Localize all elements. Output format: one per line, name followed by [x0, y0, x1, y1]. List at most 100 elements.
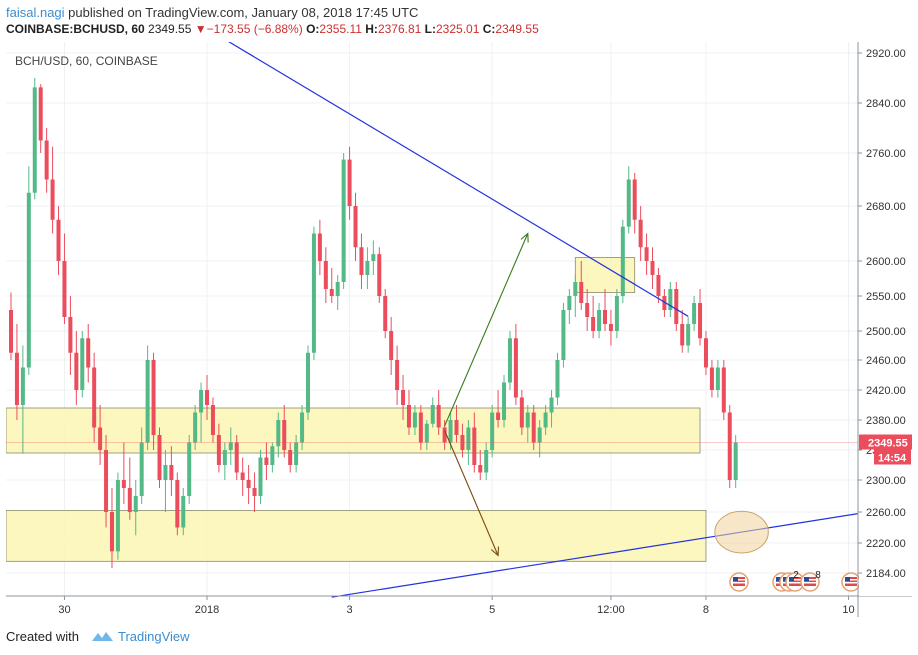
low-value: 2325.01	[436, 22, 480, 36]
time-tick-label: 5	[489, 604, 495, 616]
candle	[294, 435, 299, 473]
change-value: −173.55 (−6.88%)	[206, 22, 303, 36]
candle	[288, 442, 293, 473]
candle-body	[656, 275, 661, 296]
candle-body	[216, 435, 221, 465]
candle-body	[555, 360, 560, 398]
candle	[686, 317, 691, 353]
candle-body	[282, 420, 287, 450]
candle-body	[721, 367, 726, 413]
flag-stripes	[733, 577, 745, 586]
candle	[20, 345, 25, 454]
candle-body	[424, 423, 429, 443]
candle-body	[709, 367, 714, 390]
candle-body	[608, 324, 613, 331]
candle	[395, 345, 400, 405]
candle	[56, 206, 61, 275]
candle	[490, 405, 495, 458]
candle	[145, 345, 150, 450]
candle-body	[371, 254, 376, 261]
price-tick-label: 2600.00	[866, 256, 906, 268]
candle-body	[620, 226, 625, 296]
candle-body	[519, 397, 524, 428]
support-zone-2	[574, 257, 636, 293]
candle	[371, 240, 376, 275]
candle-body	[311, 233, 316, 353]
time-tick-label: 3	[347, 604, 353, 616]
candle	[151, 352, 156, 450]
candle	[169, 446, 174, 496]
candle-body	[62, 261, 67, 317]
candle-body	[157, 435, 162, 480]
price-tick-label: 2300.00	[866, 475, 906, 487]
candle-body	[632, 179, 637, 220]
candle-body	[74, 352, 79, 390]
candle	[496, 390, 501, 428]
us-flag-icon	[800, 572, 820, 592]
candle-body	[537, 427, 542, 443]
arrow-head	[520, 232, 529, 243]
candle-body	[80, 338, 85, 390]
candle-body	[472, 427, 477, 465]
projection-arrow-1	[444, 430, 500, 557]
price-chart[interactable]: 2 8 BCH/USD, 60, COINBASE 2920.00 2840.00 276…	[5, 0, 912, 617]
flag-stripe	[789, 582, 801, 584]
candle-body	[335, 282, 340, 296]
candle-body	[597, 310, 602, 331]
price-tick-label: 2680.00	[866, 201, 906, 213]
candle	[240, 457, 245, 496]
candle-body	[98, 427, 103, 450]
candle-body	[377, 254, 382, 296]
username-link[interactable]: faisal.nagi	[6, 5, 65, 20]
chart-container[interactable]: 2 8 BCH/USD, 60, COINBASE 2920.00 2840.00 276…	[5, 0, 912, 617]
candle-body	[151, 360, 156, 435]
candle	[9, 292, 13, 360]
candle-body	[436, 405, 441, 428]
price-tick-label: 2760.00	[866, 148, 906, 160]
tradingview-link[interactable]: TradingView	[118, 629, 190, 644]
flag-stripe	[845, 582, 857, 584]
candle-body	[496, 412, 501, 420]
candle	[38, 84, 43, 153]
close-value: 2349.55	[495, 22, 539, 36]
candle	[543, 405, 548, 435]
candle-body	[109, 512, 114, 552]
candle	[365, 247, 370, 289]
candle	[608, 310, 613, 346]
candle	[246, 465, 251, 504]
candle	[104, 435, 109, 528]
ohlc-bar: COINBASE:BCHUSD, 60 2349.55 ▼−173.55 (−6…	[6, 22, 539, 36]
candle-body	[163, 465, 168, 480]
flag-canton	[804, 577, 809, 581]
candle-body	[341, 159, 346, 282]
candle-body	[614, 296, 619, 331]
candle-body	[294, 442, 299, 465]
candle-body	[638, 219, 643, 248]
candle-body	[686, 324, 691, 346]
candle	[507, 331, 512, 390]
candle-body	[264, 457, 269, 465]
candle-body	[442, 427, 447, 443]
candle	[228, 427, 233, 465]
candle-body	[484, 450, 489, 473]
candle	[502, 375, 507, 428]
candle-body	[353, 206, 358, 248]
candle-body	[347, 159, 352, 206]
candle	[276, 412, 281, 458]
candle	[406, 390, 411, 435]
candle-body	[193, 412, 198, 443]
plot-background	[6, 42, 858, 596]
candle-body	[121, 480, 126, 488]
candle	[603, 289, 607, 331]
open-value: 2355.11	[319, 22, 362, 36]
candle	[626, 166, 631, 234]
projection-arrow-0	[444, 232, 529, 427]
flag-stripe	[804, 582, 816, 584]
candle	[650, 247, 655, 289]
candle	[222, 442, 227, 480]
flag-stripe	[845, 579, 857, 581]
candle-body	[199, 390, 204, 413]
price-axis-bg	[859, 42, 912, 596]
candle	[585, 289, 590, 331]
candle	[317, 219, 322, 275]
